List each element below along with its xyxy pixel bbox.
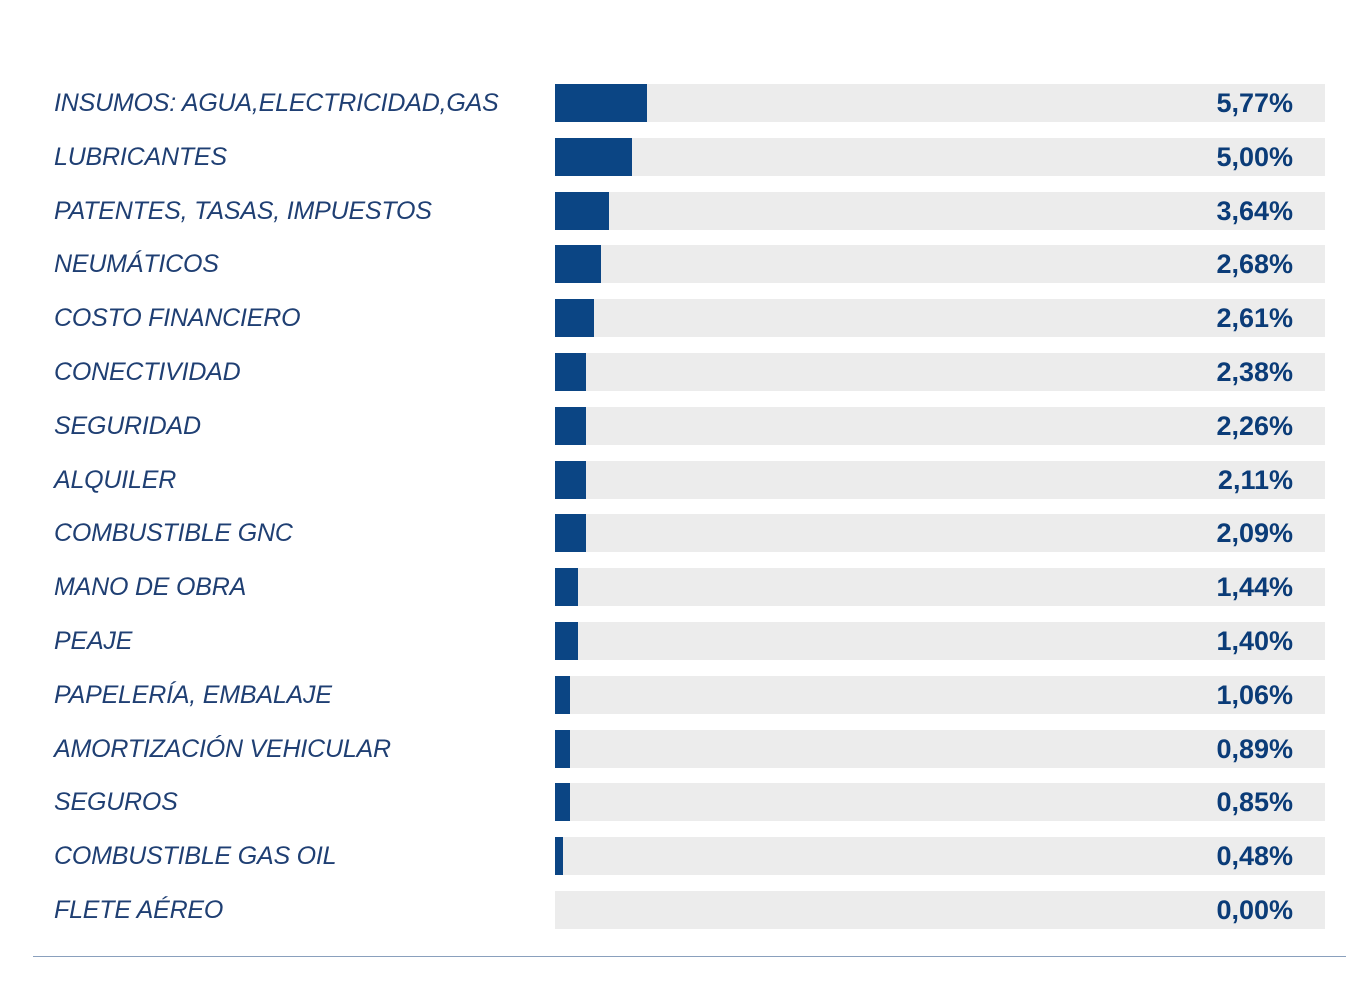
bar-fill bbox=[555, 137, 632, 176]
bar-track: 0,89% bbox=[555, 729, 1325, 768]
bar-row: SEGURIDAD 2,26% bbox=[0, 406, 1369, 445]
category-label: INSUMOS: AGUA,ELECTRICIDAD,GAS bbox=[54, 89, 499, 117]
category-label: AMORTIZACIÓN VEHICULAR bbox=[54, 734, 391, 763]
bar-row: COSTO FINANCIERO 2,61% bbox=[0, 299, 1369, 338]
bar-track: 2,09% bbox=[555, 514, 1325, 553]
bar-track: 2,11% bbox=[555, 460, 1325, 499]
bar-track: 0,00% bbox=[555, 891, 1325, 929]
category-label: COSTO FINANCIERO bbox=[54, 304, 301, 333]
value-label: 1,40% bbox=[1216, 626, 1293, 656]
category-label: SEGURIDAD bbox=[54, 411, 201, 440]
bar-row: LUBRICANTES 5,00% bbox=[0, 137, 1369, 176]
category-label: MANO DE OBRA bbox=[54, 573, 247, 602]
bar-fill bbox=[555, 783, 570, 822]
category-label: CONECTIVIDAD bbox=[54, 358, 241, 386]
value-label: 0,48% bbox=[1216, 841, 1293, 872]
value-label: 2,68% bbox=[1216, 249, 1293, 280]
bar-track: 1,40% bbox=[555, 622, 1325, 660]
value-label: 5,77% bbox=[1216, 88, 1293, 118]
value-label: 2,26% bbox=[1216, 410, 1293, 441]
bar-row: PEAJE 1,40% bbox=[0, 622, 1369, 660]
category-label: COMBUSTIBLE GAS OIL bbox=[54, 842, 337, 871]
bar-track: 5,77% bbox=[555, 84, 1325, 122]
bar-track: 0,85% bbox=[555, 783, 1325, 822]
value-label: 0,85% bbox=[1216, 787, 1293, 818]
category-label: PAPELERÍA, EMBALAJE bbox=[54, 680, 332, 709]
value-label: 2,11% bbox=[1217, 464, 1293, 495]
bar-fill bbox=[555, 568, 578, 607]
value-label: 1,44% bbox=[1216, 572, 1293, 603]
bottom-divider bbox=[33, 956, 1346, 957]
bar-row: INSUMOS: AGUA,ELECTRICIDAD,GAS 5,77% bbox=[0, 84, 1369, 122]
bar-fill bbox=[555, 353, 586, 391]
category-label: COMBUSTIBLE GNC bbox=[54, 519, 293, 548]
bar-track: 2,68% bbox=[555, 245, 1325, 284]
bar-fill bbox=[555, 245, 601, 284]
bar-row: PATENTES, TASAS, IMPUESTOS 3,64% bbox=[0, 191, 1369, 230]
bar-track: 0,48% bbox=[555, 837, 1325, 876]
value-label: 1,06% bbox=[1216, 679, 1293, 710]
bar-row: MANO DE OBRA 1,44% bbox=[0, 568, 1369, 607]
category-label: FLETE AÉREO bbox=[54, 896, 224, 924]
bar-track: 2,61% bbox=[555, 299, 1325, 338]
category-label: NEUMÁTICOS bbox=[54, 250, 219, 279]
bar-fill bbox=[555, 460, 586, 499]
bar-fill bbox=[555, 84, 647, 122]
value-label: 2,09% bbox=[1216, 518, 1293, 549]
bar-row: AMORTIZACIÓN VEHICULAR 0,89% bbox=[0, 729, 1369, 768]
bar-row: COMBUSTIBLE GNC 2,09% bbox=[0, 514, 1369, 553]
bar-fill bbox=[555, 514, 586, 553]
bar-track: 3,64% bbox=[555, 191, 1325, 230]
bar-track: 1,06% bbox=[555, 675, 1325, 714]
value-label: 0,00% bbox=[1216, 895, 1293, 925]
category-label: SEGUROS bbox=[54, 788, 178, 817]
value-label: 0,89% bbox=[1216, 733, 1293, 764]
bar-row: PAPELERÍA, EMBALAJE 1,06% bbox=[0, 675, 1369, 714]
bar-row: SEGUROS 0,85% bbox=[0, 783, 1369, 822]
value-label: 3,64% bbox=[1216, 195, 1293, 226]
bar-track: 2,26% bbox=[555, 406, 1325, 445]
bar-track: 1,44% bbox=[555, 568, 1325, 607]
category-label: PATENTES, TASAS, IMPUESTOS bbox=[54, 196, 432, 225]
bar-fill bbox=[555, 729, 570, 768]
bar-fill bbox=[555, 406, 586, 445]
bar-track: 2,38% bbox=[555, 353, 1325, 391]
category-label: ALQUILER bbox=[54, 465, 177, 494]
bar-fill bbox=[555, 837, 563, 876]
bar-fill bbox=[555, 622, 578, 660]
value-label: 2,38% bbox=[1216, 357, 1293, 387]
category-label: LUBRICANTES bbox=[54, 142, 227, 171]
bar-fill bbox=[555, 191, 609, 230]
bar-track: 5,00% bbox=[555, 137, 1325, 176]
bar-row: FLETE AÉREO 0,00% bbox=[0, 891, 1369, 929]
value-label: 5,00% bbox=[1216, 141, 1293, 172]
bar-fill bbox=[555, 675, 570, 714]
category-label: PEAJE bbox=[54, 627, 133, 655]
value-label: 2,61% bbox=[1216, 303, 1293, 334]
bar-fill bbox=[555, 299, 594, 338]
bar-row: COMBUSTIBLE GAS OIL 0,48% bbox=[0, 837, 1369, 876]
bar-row: ALQUILER 2,11% bbox=[0, 460, 1369, 499]
bar-row: NEUMÁTICOS 2,68% bbox=[0, 245, 1369, 284]
bar-row: CONECTIVIDAD 2,38% bbox=[0, 353, 1369, 391]
